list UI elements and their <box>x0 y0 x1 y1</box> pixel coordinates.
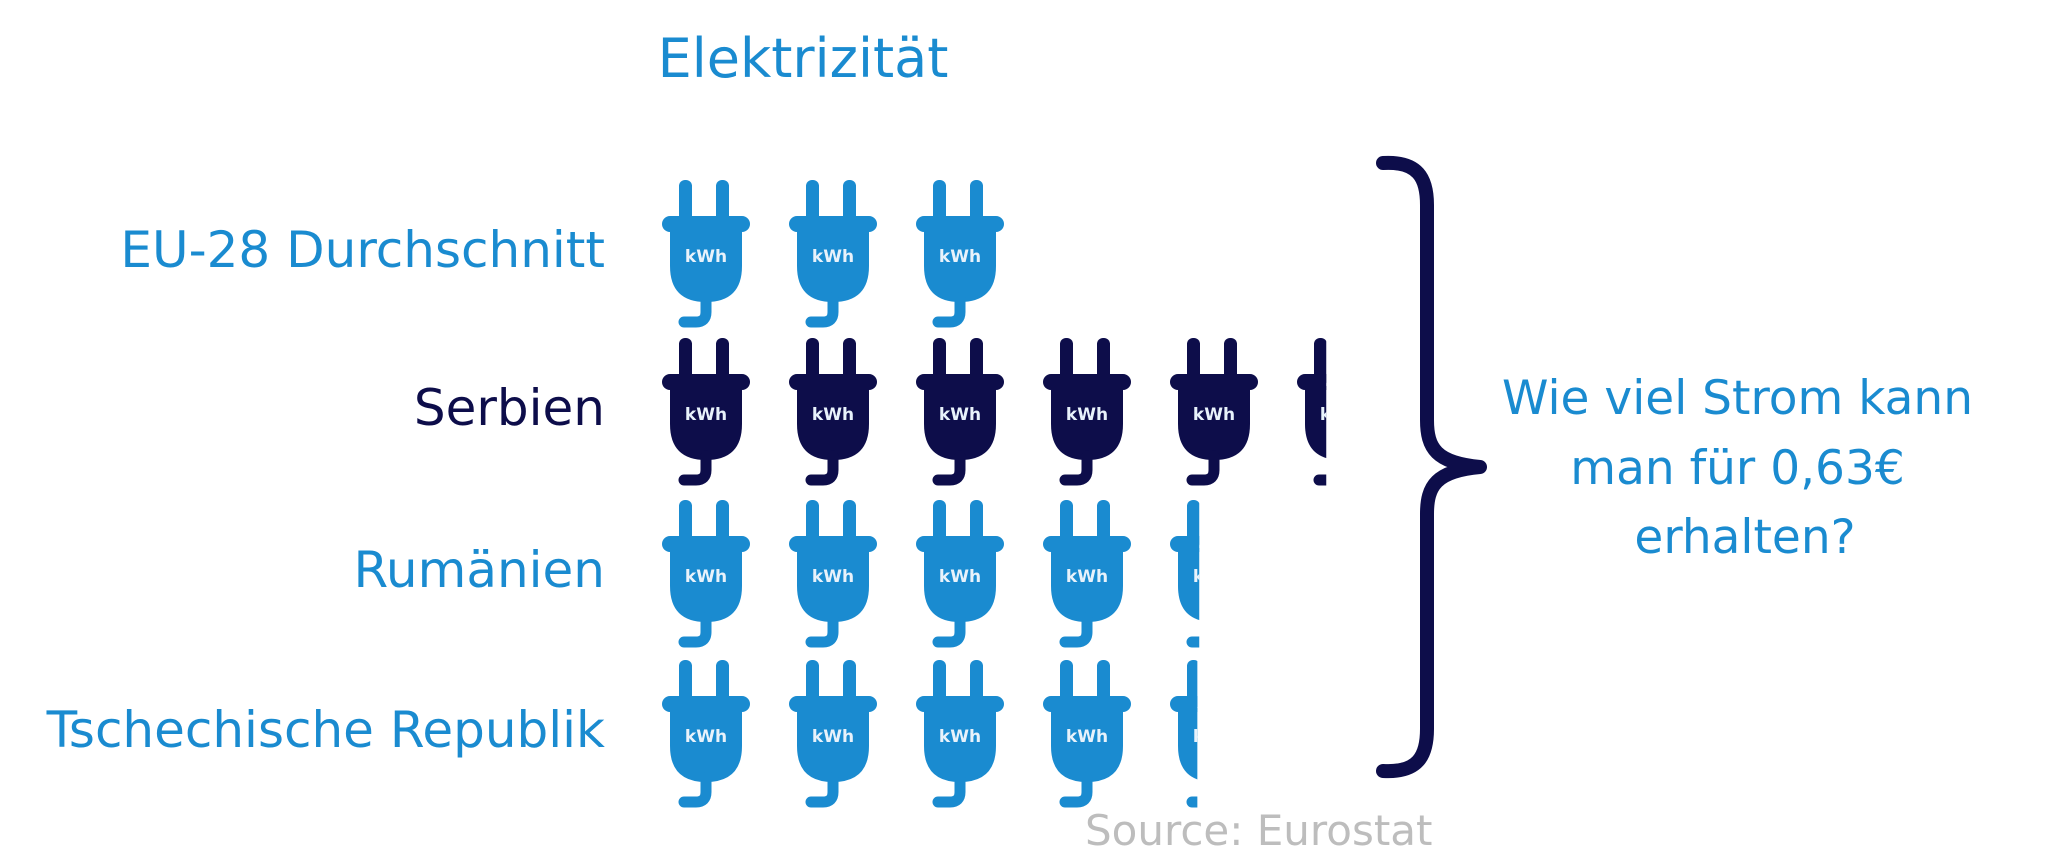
question-line: Wie viel Strom kann <box>1502 371 1973 426</box>
row-labels: EU-28 Durchschnitt Serbien Rumänien Tschech… <box>46 221 605 759</box>
chart-title: Elektrizität <box>658 27 949 90</box>
row-label: Serbien <box>414 379 605 437</box>
question-line: erhalten? <box>1634 510 1855 565</box>
plug-icon: kWh <box>789 500 877 648</box>
plug-icon: kWh <box>1170 500 1235 648</box>
svg-text:kWh: kWh <box>939 567 981 587</box>
question-text: Wie viel Strom kann man für 0,63€ erhalt… <box>1502 371 1988 565</box>
svg-text:kWh: kWh <box>939 247 981 267</box>
svg-text:kWh: kWh <box>812 727 854 747</box>
plug-icon: kWh <box>916 180 1004 328</box>
plug-icon: kWh <box>789 338 877 486</box>
svg-text:kWh: kWh <box>1066 727 1108 747</box>
plug-icon: kWh <box>662 338 750 486</box>
svg-text:kWh: kWh <box>1193 567 1235 587</box>
question-line: man für 0,63€ <box>1570 441 1904 496</box>
row-label: Rumänien <box>353 541 605 599</box>
plug-row: kWh kWh kWh <box>662 180 1004 328</box>
plug-icon: kWh <box>662 660 750 808</box>
svg-text:kWh: kWh <box>685 247 727 267</box>
svg-text:kWh: kWh <box>1193 727 1235 747</box>
svg-text:kWh: kWh <box>1066 405 1108 425</box>
plug-icon: kWh <box>916 500 1004 648</box>
source-text: Source: Eurostat <box>1085 806 1433 855</box>
row-label: EU-28 Durchschnitt <box>120 221 605 279</box>
plug-icon: kWh <box>916 338 1004 486</box>
svg-text:kWh: kWh <box>812 567 854 587</box>
plug-icon: kWh <box>1043 660 1131 808</box>
plug-icon: kWh <box>1043 500 1131 648</box>
plug-icon: kWh <box>662 180 750 328</box>
svg-text:kWh: kWh <box>685 727 727 747</box>
svg-text:kWh: kWh <box>1320 405 1362 425</box>
plug-icon: kWh <box>789 180 877 328</box>
plug-icon: kWh <box>1170 338 1258 486</box>
svg-text:kWh: kWh <box>812 247 854 267</box>
plug-icon: kWh <box>1297 338 1362 486</box>
plug-row: kWh kWh kWh kWh kWh kWh <box>662 338 1362 486</box>
svg-text:kWh: kWh <box>685 567 727 587</box>
plug-icon: kWh <box>1043 338 1131 486</box>
plug-icon: kWh <box>662 500 750 648</box>
plug-icon: kWh <box>789 660 877 808</box>
svg-text:kWh: kWh <box>939 405 981 425</box>
plug-row: kWh kWh kWh kWh kWh <box>662 660 1235 808</box>
plug-row: kWh kWh kWh kWh kWh <box>662 500 1235 648</box>
row-label: Tschechische Republik <box>46 701 605 759</box>
plug-icon: kWh <box>916 660 1004 808</box>
svg-text:kWh: kWh <box>1066 567 1108 587</box>
svg-text:kWh: kWh <box>812 405 854 425</box>
plug-icon: kWh <box>1170 660 1235 808</box>
svg-text:kWh: kWh <box>1193 405 1235 425</box>
curly-brace-icon <box>1376 155 1487 779</box>
svg-text:kWh: kWh <box>685 405 727 425</box>
svg-text:kWh: kWh <box>939 727 981 747</box>
